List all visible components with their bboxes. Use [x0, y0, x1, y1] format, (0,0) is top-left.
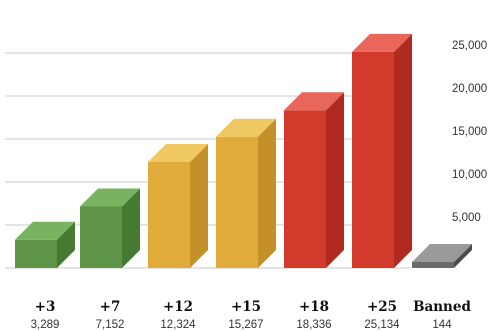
value-label: 18,336 [296, 319, 331, 331]
bar-front [148, 162, 190, 268]
bar [216, 118, 276, 268]
bar-top [412, 244, 472, 262]
value-label: 7,152 [96, 319, 125, 331]
category-label: +15 [231, 299, 261, 315]
category-label: +12 [163, 299, 193, 315]
bar-front [412, 262, 454, 268]
y-tick-label: 25,000 [452, 40, 487, 52]
bar-top [284, 92, 344, 111]
bar-side [122, 188, 140, 268]
category-labels: +3 +7 +12 +15 +18 +25 Banned [35, 299, 472, 315]
bar-front [284, 110, 326, 269]
value-labels: 3,289 7,152 12,324 15,267 18,336 25,134 144 [31, 319, 453, 331]
bar-front [80, 206, 122, 268]
bar-top [352, 33, 412, 52]
bar [284, 92, 344, 269]
bar-front [216, 136, 258, 268]
bar-side [258, 118, 276, 268]
y-tick-label: 15,000 [452, 126, 487, 138]
value-label: 25,134 [364, 319, 400, 331]
bars [15, 33, 472, 269]
bar [148, 144, 208, 268]
y-tick-label: 20,000 [452, 83, 487, 95]
bar-top [15, 221, 75, 240]
value-label: 3,289 [31, 319, 60, 331]
bar-top [80, 188, 140, 207]
bar-front [352, 51, 394, 269]
category-label: Banned [413, 299, 471, 315]
category-label: +25 [367, 299, 397, 315]
bar-side [57, 221, 75, 268]
bar-top [216, 118, 276, 137]
value-label: 144 [432, 319, 452, 331]
bar [15, 221, 75, 268]
bar-front [15, 239, 57, 268]
bar-side [454, 244, 472, 268]
y-tick-label: 5,000 [452, 212, 481, 224]
category-label: +7 [100, 299, 121, 315]
value-label: 15,267 [228, 319, 263, 331]
bar [352, 33, 412, 269]
bar [80, 188, 140, 268]
bar-top [148, 144, 208, 163]
category-label: +3 [35, 299, 56, 315]
value-label: 12,324 [160, 319, 196, 331]
bar-side [190, 144, 208, 268]
bar-side [326, 92, 344, 269]
y-tick-label: 10,000 [452, 169, 487, 181]
bar [412, 244, 472, 268]
bar-side [394, 33, 412, 269]
category-label: +18 [299, 299, 329, 315]
